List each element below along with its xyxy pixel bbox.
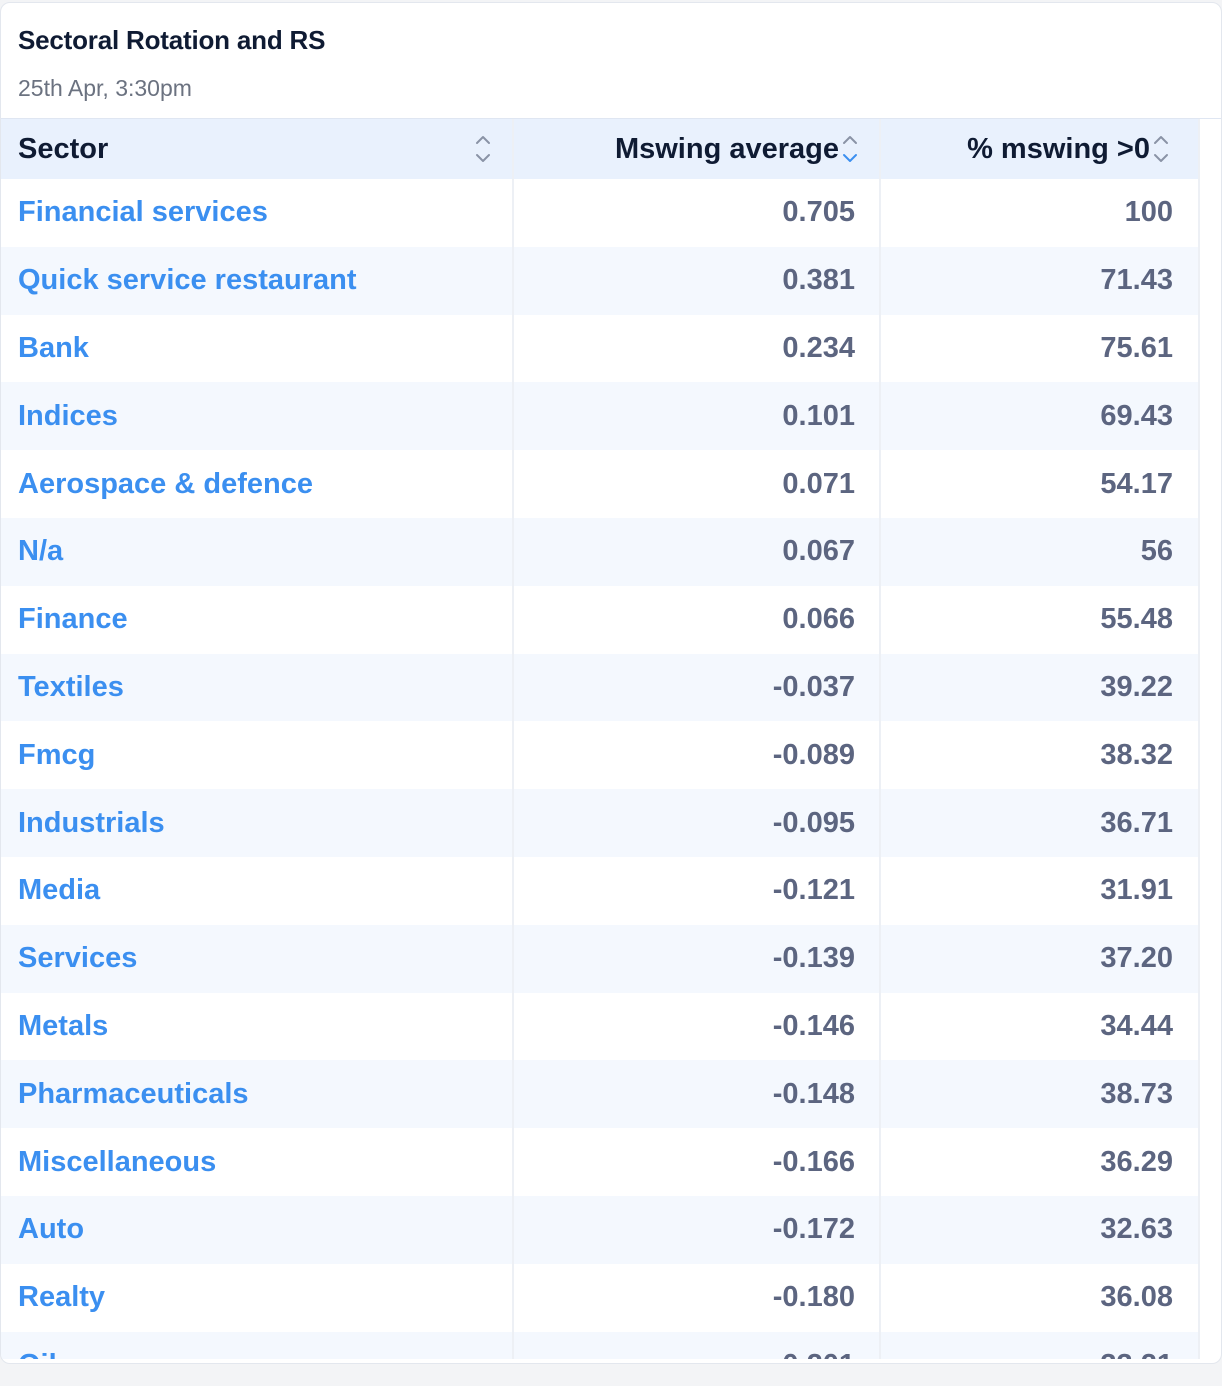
sector-link[interactable]: Finance: [1, 585, 514, 654]
table-row: Textiles -0.037 39.22: [1, 653, 1200, 722]
table-row: Media -0.121 31.91: [1, 856, 1200, 925]
sector-link[interactable]: Miscellaneous: [1, 1128, 514, 1196]
pct-mswing-positive-cell: 39.22: [880, 653, 1200, 722]
table-scroll-area[interactable]: Sector Mswing average: [1, 118, 1221, 1359]
column-header-mswing-average[interactable]: Mswing average: [513, 119, 881, 179]
sort-icon[interactable]: [839, 132, 861, 166]
card-title: Sectoral Rotation and RS: [18, 25, 326, 55]
sector-link[interactable]: Pharmaceuticals: [1, 1060, 514, 1129]
sector-link[interactable]: Auto: [1, 1195, 514, 1264]
pct-mswing-positive-cell: 69.43: [880, 382, 1200, 451]
table-row: Miscellaneous -0.166 36.29: [1, 1128, 1200, 1196]
table-row: Quick service restaurant 0.381 71.43: [1, 246, 1200, 315]
sort-icon[interactable]: [1150, 132, 1172, 166]
table-row: Metals -0.146 34.44: [1, 992, 1200, 1061]
table-row: Financial services 0.705 100: [1, 179, 1200, 247]
table-header-row: Sector Mswing average: [1, 119, 1200, 179]
card-timestamp: 25th Apr, 3:30pm: [18, 75, 192, 101]
pct-mswing-positive-cell: 33.21: [880, 1331, 1200, 1359]
mswing-average-cell: -0.121: [513, 856, 881, 925]
column-header-pct-mswing-positive[interactable]: % mswing >0: [880, 119, 1200, 179]
sector-link[interactable]: Industrials: [1, 789, 514, 857]
sector-link[interactable]: Financial services: [1, 179, 514, 247]
sector-link[interactable]: Oil: [1, 1331, 514, 1359]
sector-link[interactable]: Aerospace & defence: [1, 450, 514, 518]
pct-mswing-positive-cell: 38.73: [880, 1060, 1200, 1129]
pct-mswing-positive-cell: 34.44: [880, 992, 1200, 1061]
sector-link[interactable]: Services: [1, 924, 514, 993]
sector-link[interactable]: Metals: [1, 992, 514, 1061]
sector-table: Sector Mswing average: [1, 119, 1200, 1359]
table-row: Fmcg -0.089 38.32: [1, 721, 1200, 790]
mswing-average-cell: 0.101: [513, 382, 881, 451]
column-header-mswing-average-label: Mswing average: [614, 132, 839, 165]
mswing-average-cell: 0.705: [513, 179, 881, 247]
mswing-average-cell: 0.067: [513, 517, 881, 586]
mswing-average-cell: -0.166: [513, 1128, 881, 1196]
pct-mswing-positive-cell: 37.20: [880, 924, 1200, 993]
pct-mswing-positive-cell: 54.17: [880, 450, 1200, 518]
table-row: Pharmaceuticals -0.148 38.73: [1, 1060, 1200, 1129]
table-row: Finance 0.066 55.48: [1, 585, 1200, 654]
sector-link[interactable]: N/a: [1, 517, 514, 586]
column-header-sector-label: Sector: [18, 132, 109, 165]
column-header-sector[interactable]: Sector: [1, 119, 514, 179]
mswing-average-cell: 0.071: [513, 450, 881, 518]
table-row: Industrials -0.095 36.71: [1, 789, 1200, 857]
pct-mswing-positive-cell: 36.71: [880, 789, 1200, 857]
pct-mswing-positive-cell: 55.48: [880, 585, 1200, 654]
mswing-average-cell: -0.180: [513, 1263, 881, 1332]
sector-link[interactable]: Media: [1, 856, 514, 925]
pct-mswing-positive-cell: 100: [880, 179, 1200, 247]
pct-mswing-positive-cell: 56: [880, 517, 1200, 586]
pct-mswing-positive-cell: 75.61: [880, 314, 1200, 383]
table-row: N/a 0.067 56: [1, 517, 1200, 586]
mswing-average-cell: -0.037: [513, 653, 881, 722]
table-row: Indices 0.101 69.43: [1, 382, 1200, 451]
mswing-average-cell: 0.381: [513, 246, 881, 315]
mswing-average-cell: -0.148: [513, 1060, 881, 1129]
sector-link[interactable]: Realty: [1, 1263, 514, 1332]
table-row: Realty -0.180 36.08: [1, 1263, 1200, 1332]
mswing-average-cell: -0.139: [513, 924, 881, 993]
table-row: Auto -0.172 32.63: [1, 1195, 1200, 1264]
mswing-average-cell: -0.201: [513, 1331, 881, 1359]
pct-mswing-positive-cell: 71.43: [880, 246, 1200, 315]
table-row: Services -0.139 37.20: [1, 924, 1200, 993]
pct-mswing-positive-cell: 36.08: [880, 1263, 1200, 1332]
sector-link[interactable]: Bank: [1, 314, 514, 383]
table-row: Bank 0.234 75.61: [1, 314, 1200, 383]
mswing-average-cell: -0.095: [513, 789, 881, 857]
pct-mswing-positive-cell: 36.29: [880, 1128, 1200, 1196]
mswing-average-cell: -0.146: [513, 992, 881, 1061]
sector-link[interactable]: Textiles: [1, 653, 514, 722]
mswing-average-cell: -0.089: [513, 721, 881, 790]
mswing-average-cell: 0.066: [513, 585, 881, 654]
sort-icon[interactable]: [472, 132, 494, 166]
mswing-average-cell: 0.234: [513, 314, 881, 383]
pct-mswing-positive-cell: 38.32: [880, 721, 1200, 790]
page-background-strip: [0, 1368, 1222, 1386]
card-header: Sectoral Rotation and RS 25th Apr, 3:30p…: [1, 3, 1221, 118]
table-row: Aerospace & defence 0.071 54.17: [1, 450, 1200, 518]
mswing-average-cell: -0.172: [513, 1195, 881, 1264]
pct-mswing-positive-cell: 32.63: [880, 1195, 1200, 1264]
table-row: Oil -0.201 33.21: [1, 1331, 1200, 1359]
column-header-pct-mswing-positive-label: % mswing >0: [967, 132, 1150, 165]
sector-link[interactable]: Fmcg: [1, 721, 514, 790]
sector-link[interactable]: Indices: [1, 382, 514, 451]
sector-link[interactable]: Quick service restaurant: [1, 246, 514, 315]
pct-mswing-positive-cell: 31.91: [880, 856, 1200, 925]
